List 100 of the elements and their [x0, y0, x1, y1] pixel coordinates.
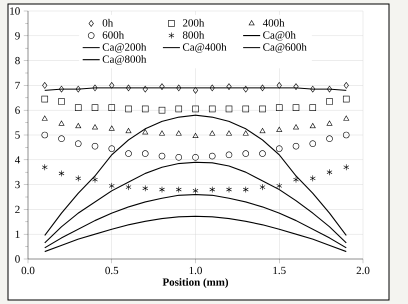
point: [58, 120, 64, 126]
point: [175, 106, 182, 112]
point: [210, 84, 215, 92]
legend-label: 800h: [182, 31, 204, 39]
point: [342, 96, 350, 102]
point: [142, 86, 148, 92]
point: [125, 106, 132, 112]
y-tick-label: 0: [15, 255, 20, 263]
point: [343, 116, 350, 121]
point: [175, 154, 182, 161]
legend-label: Ca@800h: [102, 55, 146, 65]
point: [326, 135, 333, 142]
point: [58, 170, 64, 177]
point: [74, 140, 82, 147]
point: [310, 123, 316, 128]
y-tick-label: 9: [15, 32, 20, 40]
point: [192, 132, 198, 138]
line-series: [44, 216, 347, 252]
point: [243, 86, 248, 92]
point: [142, 185, 148, 192]
point: [42, 82, 48, 89]
point: [126, 128, 132, 134]
point: [176, 130, 182, 136]
point: [74, 104, 82, 112]
point: [92, 84, 98, 92]
point: [344, 82, 349, 89]
point: [142, 150, 149, 157]
point: [208, 152, 216, 160]
point: [310, 86, 316, 92]
point: [41, 132, 48, 138]
point: [109, 82, 114, 89]
legend-label: Ca@200h: [102, 43, 146, 53]
point: [293, 176, 299, 183]
point: [260, 128, 266, 134]
point: [159, 186, 165, 193]
point: [259, 150, 266, 157]
point: [326, 168, 332, 176]
point: [92, 176, 98, 183]
point: [125, 150, 132, 157]
y-tick-label: 5: [15, 131, 20, 139]
legend-label: 0h: [102, 18, 114, 27]
legend-label: 600h: [102, 31, 124, 39]
point: [309, 140, 316, 147]
y-tick-label: 4: [14, 156, 20, 164]
point: [242, 150, 250, 157]
point: [192, 188, 198, 194]
y-tick-label: 6: [15, 106, 20, 114]
point: [208, 106, 216, 112]
point: [58, 86, 64, 92]
point: [292, 104, 300, 112]
x-tick-label: 2.0: [356, 266, 370, 274]
point: [58, 98, 65, 105]
point: [58, 135, 65, 142]
point: [209, 186, 216, 193]
point: [326, 86, 332, 92]
point: [293, 124, 299, 130]
line-series: [44, 114, 347, 236]
point: [342, 132, 350, 138]
point: [176, 186, 182, 193]
point: [142, 129, 148, 134]
point: [176, 84, 182, 92]
point: [343, 164, 350, 171]
point: [76, 86, 81, 92]
point: [276, 126, 282, 132]
point: [108, 104, 116, 112]
point: [326, 98, 333, 105]
y-tick-label: 8: [15, 56, 20, 64]
point: [310, 175, 316, 182]
point: [309, 104, 316, 112]
point: [192, 87, 198, 94]
point: [209, 130, 216, 136]
point: [92, 124, 98, 130]
point: [276, 145, 283, 152]
legend-label: 200h: [182, 18, 204, 27]
point: [276, 182, 282, 190]
x-tick-label: 0.5: [105, 266, 118, 274]
legend-label: Ca@0h: [263, 31, 296, 41]
point: [226, 152, 232, 158]
point: [108, 182, 115, 190]
point: [92, 142, 98, 150]
point: [326, 120, 332, 126]
legend-label: 400h: [262, 18, 284, 27]
y-tick-label: 3: [15, 180, 20, 188]
point: [292, 142, 300, 150]
point: [75, 175, 82, 182]
x-tick-label: 1.5: [273, 266, 286, 274]
point: [42, 164, 48, 171]
point: [158, 152, 166, 160]
legend-label: Ca@400h: [182, 43, 226, 53]
y-tick-label: 7: [15, 82, 20, 89]
point: [242, 130, 249, 136]
x-tick-label: 0.0: [22, 266, 34, 274]
point: [242, 106, 250, 112]
point: [260, 184, 266, 190]
point: [226, 106, 232, 112]
point: [41, 96, 48, 102]
point: [108, 126, 115, 131]
x-axis-title: Position (mm): [162, 278, 228, 288]
point: [276, 104, 283, 112]
point: [92, 104, 98, 112]
